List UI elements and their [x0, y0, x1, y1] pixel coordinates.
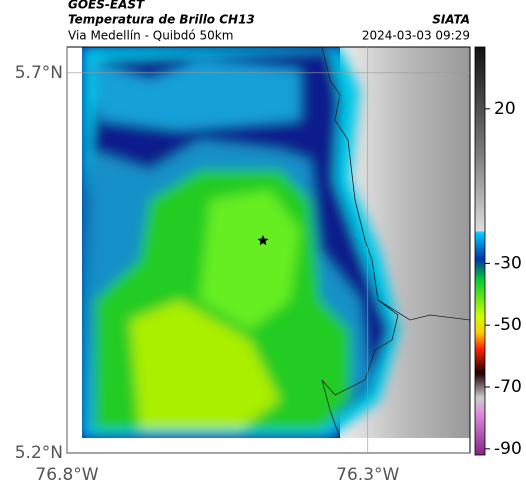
location-marker [257, 235, 269, 246]
lon-tick-label: 76.8°W [35, 465, 98, 485]
lat-tick-label: 5.2°N [15, 443, 63, 463]
lon-tick-label: 76.3°W [336, 465, 399, 485]
route: Via Medellín - Quibdó 50km [68, 29, 233, 43]
colorbar-tick-label: -90 [494, 439, 522, 459]
colorbar-tick-label: -70 [494, 377, 522, 397]
lat-tick-label: 5.7°N [15, 63, 63, 83]
datetime: 2024-03-03 09:29 [362, 29, 470, 43]
colorbar-tick-label: -50 [494, 315, 522, 335]
product: Temperatura de Brillo CH13 [68, 13, 255, 27]
colorbar [474, 46, 486, 456]
source: GOES-EAST [68, 0, 145, 12]
org: SIATA [432, 13, 470, 27]
colorbar-tick-label: -30 [494, 253, 522, 273]
colorbar-tick-label: 20 [494, 99, 516, 119]
satellite-image [82, 47, 470, 438]
